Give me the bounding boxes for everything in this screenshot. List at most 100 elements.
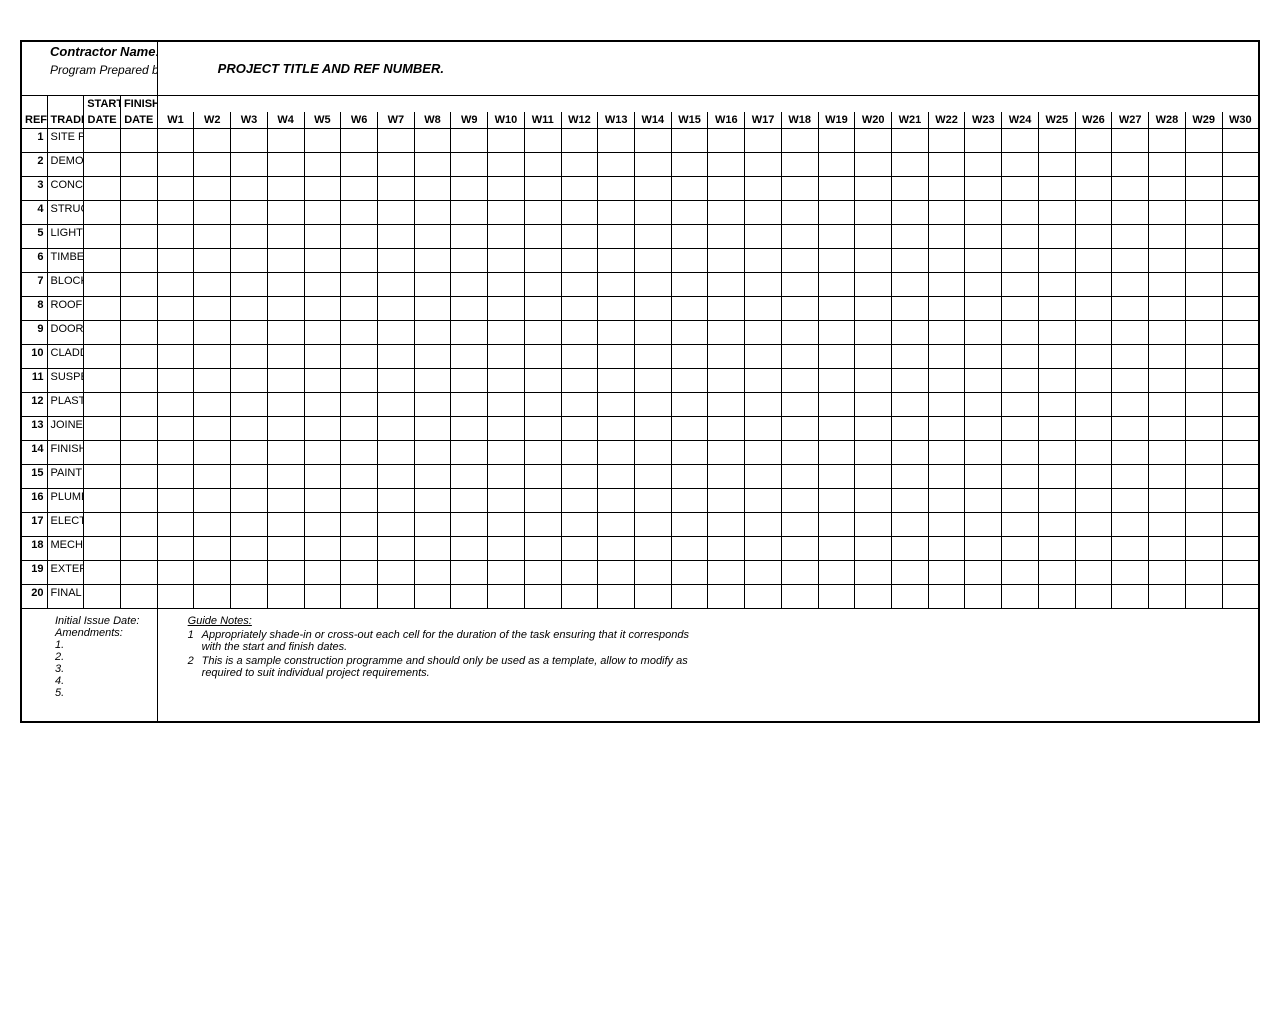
gantt-cell[interactable] <box>818 248 855 272</box>
finish-date-cell[interactable] <box>120 176 157 200</box>
gantt-cell[interactable] <box>267 152 304 176</box>
gantt-cell[interactable] <box>267 296 304 320</box>
gantt-cell[interactable] <box>745 560 782 584</box>
gantt-cell[interactable] <box>1185 440 1222 464</box>
gantt-cell[interactable] <box>1185 392 1222 416</box>
gantt-cell[interactable] <box>1075 296 1112 320</box>
gantt-cell[interactable] <box>377 464 414 488</box>
finish-date-cell[interactable] <box>120 320 157 344</box>
gantt-cell[interactable] <box>708 344 745 368</box>
gantt-cell[interactable] <box>524 248 561 272</box>
gantt-cell[interactable] <box>745 176 782 200</box>
gantt-cell[interactable] <box>524 272 561 296</box>
gantt-cell[interactable] <box>341 416 378 440</box>
gantt-cell[interactable] <box>855 128 892 152</box>
gantt-cell[interactable] <box>157 272 194 296</box>
start-date-cell[interactable] <box>84 488 121 512</box>
finish-date-cell[interactable] <box>120 488 157 512</box>
start-date-cell[interactable] <box>84 152 121 176</box>
gantt-cell[interactable] <box>231 152 268 176</box>
gantt-cell[interactable] <box>414 440 451 464</box>
gantt-cell[interactable] <box>157 536 194 560</box>
gantt-cell[interactable] <box>488 536 525 560</box>
gantt-cell[interactable] <box>1185 224 1222 248</box>
gantt-cell[interactable] <box>635 272 672 296</box>
gantt-cell[interactable] <box>267 536 304 560</box>
gantt-cell[interactable] <box>781 512 818 536</box>
gantt-cell[interactable] <box>414 320 451 344</box>
gantt-cell[interactable] <box>1222 320 1259 344</box>
gantt-cell[interactable] <box>818 296 855 320</box>
gantt-cell[interactable] <box>965 392 1002 416</box>
gantt-cell[interactable] <box>965 584 1002 608</box>
gantt-cell[interactable] <box>1112 224 1149 248</box>
gantt-cell[interactable] <box>892 320 929 344</box>
gantt-cell[interactable] <box>414 152 451 176</box>
gantt-cell[interactable] <box>267 488 304 512</box>
gantt-cell[interactable] <box>304 128 341 152</box>
gantt-cell[interactable] <box>157 176 194 200</box>
gantt-cell[interactable] <box>781 272 818 296</box>
gantt-cell[interactable] <box>194 128 231 152</box>
gantt-cell[interactable] <box>1038 584 1075 608</box>
gantt-cell[interactable] <box>1112 176 1149 200</box>
gantt-cell[interactable] <box>1112 416 1149 440</box>
gantt-cell[interactable] <box>451 440 488 464</box>
gantt-cell[interactable] <box>488 320 525 344</box>
gantt-cell[interactable] <box>745 416 782 440</box>
gantt-cell[interactable] <box>1222 584 1259 608</box>
start-date-cell[interactable] <box>84 176 121 200</box>
gantt-cell[interactable] <box>745 248 782 272</box>
gantt-cell[interactable] <box>1185 512 1222 536</box>
gantt-cell[interactable] <box>598 392 635 416</box>
gantt-cell[interactable] <box>524 224 561 248</box>
gantt-cell[interactable] <box>1149 512 1186 536</box>
gantt-cell[interactable] <box>781 320 818 344</box>
gantt-cell[interactable] <box>635 200 672 224</box>
gantt-cell[interactable] <box>671 440 708 464</box>
gantt-cell[interactable] <box>488 200 525 224</box>
gantt-cell[interactable] <box>157 392 194 416</box>
gantt-cell[interactable] <box>488 488 525 512</box>
gantt-cell[interactable] <box>194 392 231 416</box>
gantt-cell[interactable] <box>488 440 525 464</box>
gantt-cell[interactable] <box>1112 392 1149 416</box>
gantt-cell[interactable] <box>1038 560 1075 584</box>
gantt-cell[interactable] <box>598 152 635 176</box>
gantt-cell[interactable] <box>1002 440 1039 464</box>
gantt-cell[interactable] <box>1002 368 1039 392</box>
gantt-cell[interactable] <box>708 368 745 392</box>
gantt-cell[interactable] <box>561 320 598 344</box>
start-date-cell[interactable] <box>84 464 121 488</box>
gantt-cell[interactable] <box>1149 464 1186 488</box>
gantt-cell[interactable] <box>341 248 378 272</box>
start-date-cell[interactable] <box>84 392 121 416</box>
gantt-cell[interactable] <box>1038 272 1075 296</box>
gantt-cell[interactable] <box>377 200 414 224</box>
gantt-cell[interactable] <box>745 536 782 560</box>
gantt-cell[interactable] <box>341 296 378 320</box>
gantt-cell[interactable] <box>1002 176 1039 200</box>
gantt-cell[interactable] <box>157 224 194 248</box>
gantt-cell[interactable] <box>304 344 341 368</box>
gantt-cell[interactable] <box>708 536 745 560</box>
gantt-cell[interactable] <box>304 416 341 440</box>
gantt-cell[interactable] <box>1075 152 1112 176</box>
gantt-cell[interactable] <box>524 368 561 392</box>
gantt-cell[interactable] <box>1038 320 1075 344</box>
gantt-cell[interactable] <box>1038 248 1075 272</box>
gantt-cell[interactable] <box>928 560 965 584</box>
gantt-cell[interactable] <box>598 200 635 224</box>
gantt-cell[interactable] <box>928 200 965 224</box>
gantt-cell[interactable] <box>708 152 745 176</box>
gantt-cell[interactable] <box>671 392 708 416</box>
gantt-cell[interactable] <box>818 320 855 344</box>
gantt-cell[interactable] <box>635 152 672 176</box>
gantt-cell[interactable] <box>1112 272 1149 296</box>
gantt-cell[interactable] <box>1149 296 1186 320</box>
gantt-cell[interactable] <box>708 584 745 608</box>
gantt-cell[interactable] <box>1038 536 1075 560</box>
gantt-cell[interactable] <box>341 200 378 224</box>
gantt-cell[interactable] <box>561 368 598 392</box>
gantt-cell[interactable] <box>377 560 414 584</box>
